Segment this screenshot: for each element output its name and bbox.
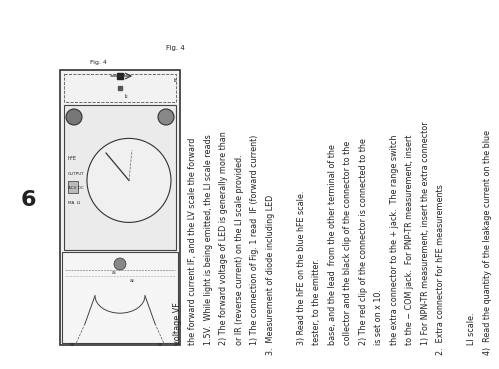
Bar xyxy=(60,70,180,345)
Circle shape xyxy=(158,109,174,125)
Text: tester, to the emitter.: tester, to the emitter. xyxy=(312,259,321,355)
Text: is set on x 10.: is set on x 10. xyxy=(375,289,384,355)
Text: base, and the lead  from the other terminal of the: base, and the lead from the other termin… xyxy=(328,144,337,355)
Text: hFE: hFE xyxy=(68,156,77,161)
Text: 4)  Read the quantity of the leakage current on the blue: 4) Read the quantity of the leakage curr… xyxy=(483,130,492,355)
Text: 1) The connection of Fig. 1 read  IF (forward current): 1) The connection of Fig. 1 read IF (for… xyxy=(250,135,259,355)
Text: OUTPUT: OUTPUT xyxy=(68,172,85,176)
Text: to the − COM jack.  For PNP-TR measurement, insert: to the − COM jack. For PNP-TR measuremen… xyxy=(406,135,415,355)
Text: a₄: a₄ xyxy=(158,342,163,347)
Text: 6: 6 xyxy=(20,190,36,210)
Bar xyxy=(64,74,176,102)
Text: a₂: a₂ xyxy=(130,278,135,283)
Text: 2) The red clip of the connector is connected to the: 2) The red clip of the connector is conn… xyxy=(359,138,368,355)
Text: ACV DC: ACV DC xyxy=(68,186,84,190)
Text: 3) Read the hFE on the blue hFE scale.: 3) Read the hFE on the blue hFE scale. xyxy=(297,191,306,355)
Circle shape xyxy=(66,109,82,125)
Text: MA  Ω: MA Ω xyxy=(68,201,80,204)
Circle shape xyxy=(87,138,171,223)
Text: 2) The forward voltage of LED is generally more than: 2) The forward voltage of LED is general… xyxy=(220,131,229,355)
Text: the extra connector to the + jack.  The range switch: the extra connector to the + jack. The r… xyxy=(390,135,399,355)
Text: 1.5V.  While light is being emitted, the LI scale reads: 1.5V. While light is being emitted, the … xyxy=(204,134,213,355)
Text: the forward current IF, and the LV scale the forward: the forward current IF, and the LV scale… xyxy=(189,138,198,355)
Text: LI scale.: LI scale. xyxy=(468,313,477,355)
Text: or IR (reverse current) on the LI scale provided.: or IR (reverse current) on the LI scale … xyxy=(235,154,244,355)
Text: Fig. 4: Fig. 4 xyxy=(166,45,185,51)
Circle shape xyxy=(114,258,126,270)
Bar xyxy=(62,252,178,343)
Text: a₁: a₁ xyxy=(112,270,117,275)
Text: I₂: I₂ xyxy=(125,94,129,99)
Text: 3.  Measurement of diode including LED: 3. Measurement of diode including LED xyxy=(266,195,275,355)
Text: Fig. 4: Fig. 4 xyxy=(90,60,107,65)
Text: 1) For NPN-TR measurement, insert the extra connector: 1) For NPN-TR measurement, insert the ex… xyxy=(421,121,430,355)
Bar xyxy=(68,181,78,193)
Text: 2.  Extra connector for hFE measurements: 2. Extra connector for hFE measurements xyxy=(437,184,446,355)
Text: I₁: I₁ xyxy=(173,78,177,83)
Text: a₃: a₃ xyxy=(70,342,75,347)
Text: collector and the black clip of the connector to the: collector and the black clip of the conn… xyxy=(343,141,352,355)
Bar xyxy=(64,105,176,250)
Text: voltage VF.: voltage VF. xyxy=(173,301,182,355)
